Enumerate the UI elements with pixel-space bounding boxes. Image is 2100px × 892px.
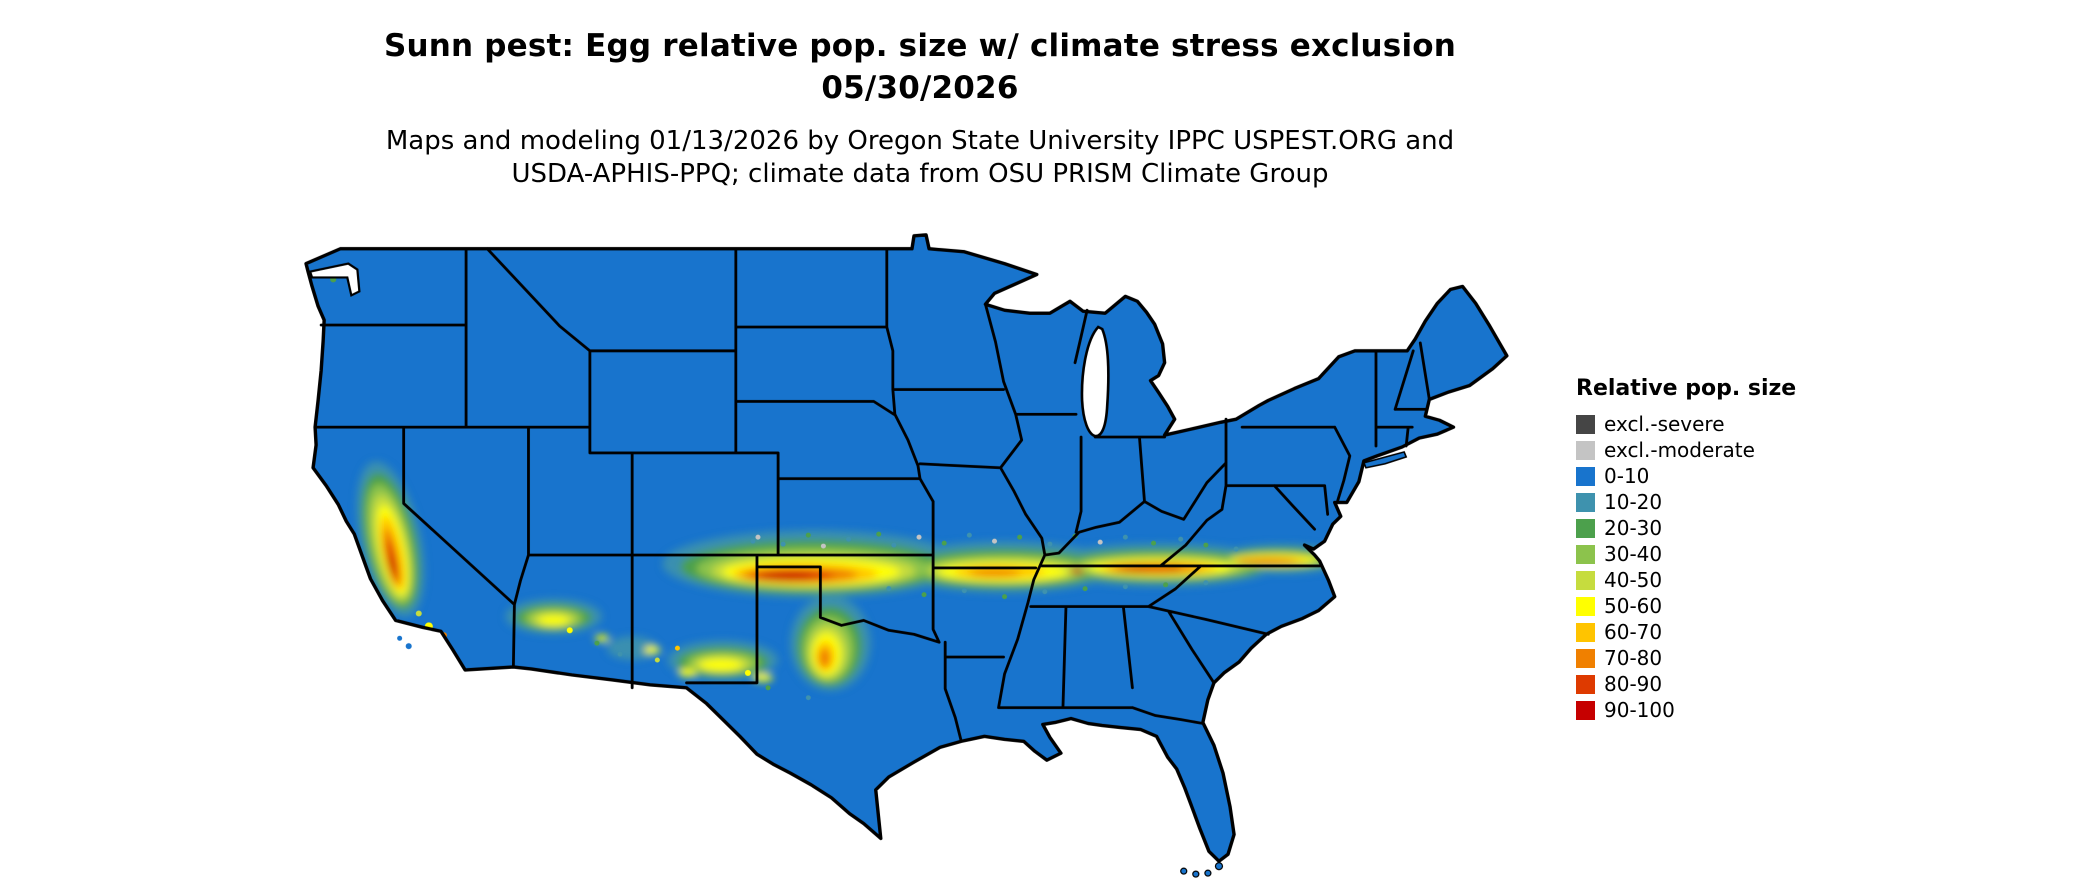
- legend-item: 90-100: [1576, 697, 1796, 723]
- puget-sound: [308, 262, 361, 297]
- legend-swatch: [1576, 674, 1595, 694]
- legend-label: 70-80: [1604, 646, 1663, 670]
- legend-swatch: [1576, 518, 1595, 538]
- legend-swatch: [1576, 648, 1595, 668]
- legend-label: 60-70: [1604, 620, 1663, 644]
- legend-item: 10-20: [1576, 489, 1796, 515]
- legend-label: 50-60: [1604, 594, 1663, 618]
- legend-item: 0-10: [1576, 463, 1796, 489]
- legend: Relative pop. size excl.-severe excl.-mo…: [1576, 376, 1796, 723]
- legend-swatch: [1576, 596, 1595, 616]
- legend-swatch: [1576, 414, 1595, 434]
- legend-item: 70-80: [1576, 645, 1796, 671]
- lake-michigan: [1080, 325, 1110, 438]
- page-title-date: 05/30/2026: [821, 70, 1019, 106]
- subtitle-line2: USDA-APHIS-PPQ; climate data from OSU PR…: [511, 159, 1329, 189]
- legend-item: excl.-moderate: [1576, 437, 1796, 463]
- legend-swatch: [1576, 544, 1595, 564]
- us-map: [300, 222, 1532, 886]
- long-island: [1362, 450, 1408, 469]
- legend-label: 80-90: [1604, 672, 1663, 696]
- legend-item: 80-90: [1576, 671, 1796, 697]
- legend-swatch: [1576, 700, 1595, 720]
- legend-item: 30-40: [1576, 541, 1796, 567]
- channel-islands: [397, 635, 412, 650]
- page-title: Sunn pest: Egg relative pop. size w/ cli…: [383, 28, 1457, 64]
- legend-label: 20-30: [1604, 516, 1663, 540]
- legend-label: 10-20: [1604, 490, 1663, 514]
- legend-item: 50-60: [1576, 593, 1796, 619]
- florida-keys: [1180, 862, 1224, 878]
- population-heat-band: [356, 461, 1347, 691]
- state-borders: [313, 247, 1431, 743]
- legend-swatch: [1576, 570, 1595, 590]
- legend-item: 40-50: [1576, 567, 1796, 593]
- legend-label: excl.-moderate: [1604, 438, 1755, 462]
- legend-label: excl.-severe: [1604, 412, 1725, 436]
- legend-item: 60-70: [1576, 619, 1796, 645]
- legend-item: excl.-severe: [1576, 411, 1796, 437]
- legend-swatch: [1576, 622, 1595, 642]
- legend-title: Relative pop. size: [1576, 376, 1797, 401]
- legend-item: 20-30: [1576, 515, 1796, 541]
- legend-label: 90-100: [1604, 698, 1675, 722]
- legend-label: 30-40: [1604, 542, 1663, 566]
- legend-swatch: [1576, 466, 1595, 486]
- legend-label: 40-50: [1604, 568, 1663, 592]
- legend-swatch: [1576, 492, 1595, 512]
- subtitle-line1: Maps and modeling 01/13/2026 by Oregon S…: [385, 126, 1455, 156]
- legend-label: 0-10: [1604, 464, 1650, 488]
- legend-swatch: [1576, 440, 1595, 460]
- us-map-svg: [304, 233, 1509, 878]
